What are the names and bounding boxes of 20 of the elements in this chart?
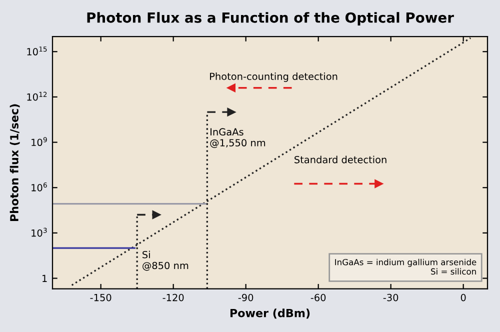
x-tick-label: -30 <box>383 294 398 302</box>
y-tick-label: 10$^{6}$ <box>32 182 47 192</box>
annotation: Photon-counting detection <box>210 72 338 82</box>
annotation: Standard detection <box>294 156 386 164</box>
y-tick-label: 10$^{15}$ <box>27 46 47 56</box>
y-tick-label: 10$^{9}$ <box>32 137 47 146</box>
y-axis-title: Photon flux (1/sec) <box>10 104 20 221</box>
y-tick-label: 1 <box>42 274 47 282</box>
x-tick-label: -120 <box>162 294 184 302</box>
x-tick-label: 0 <box>460 294 466 302</box>
y-tick-label: 10$^{12}$ <box>27 92 47 101</box>
annotation: InGaAs = indium gallium arsenide Si = silicon <box>335 258 476 275</box>
chart-title: Photon Flux as a Function of the Optical Power <box>87 12 454 26</box>
x-tick-label: -60 <box>310 294 326 302</box>
annotation: InGaAs @1,550 nm <box>210 128 266 148</box>
x-tick-label: -150 <box>90 294 112 302</box>
x-axis-title: Power (dBm) <box>230 308 310 319</box>
annotation: Si @850 nm <box>142 250 188 271</box>
x-tick-label: -90 <box>238 294 254 302</box>
y-tick-label: 10$^{3}$ <box>32 228 47 237</box>
